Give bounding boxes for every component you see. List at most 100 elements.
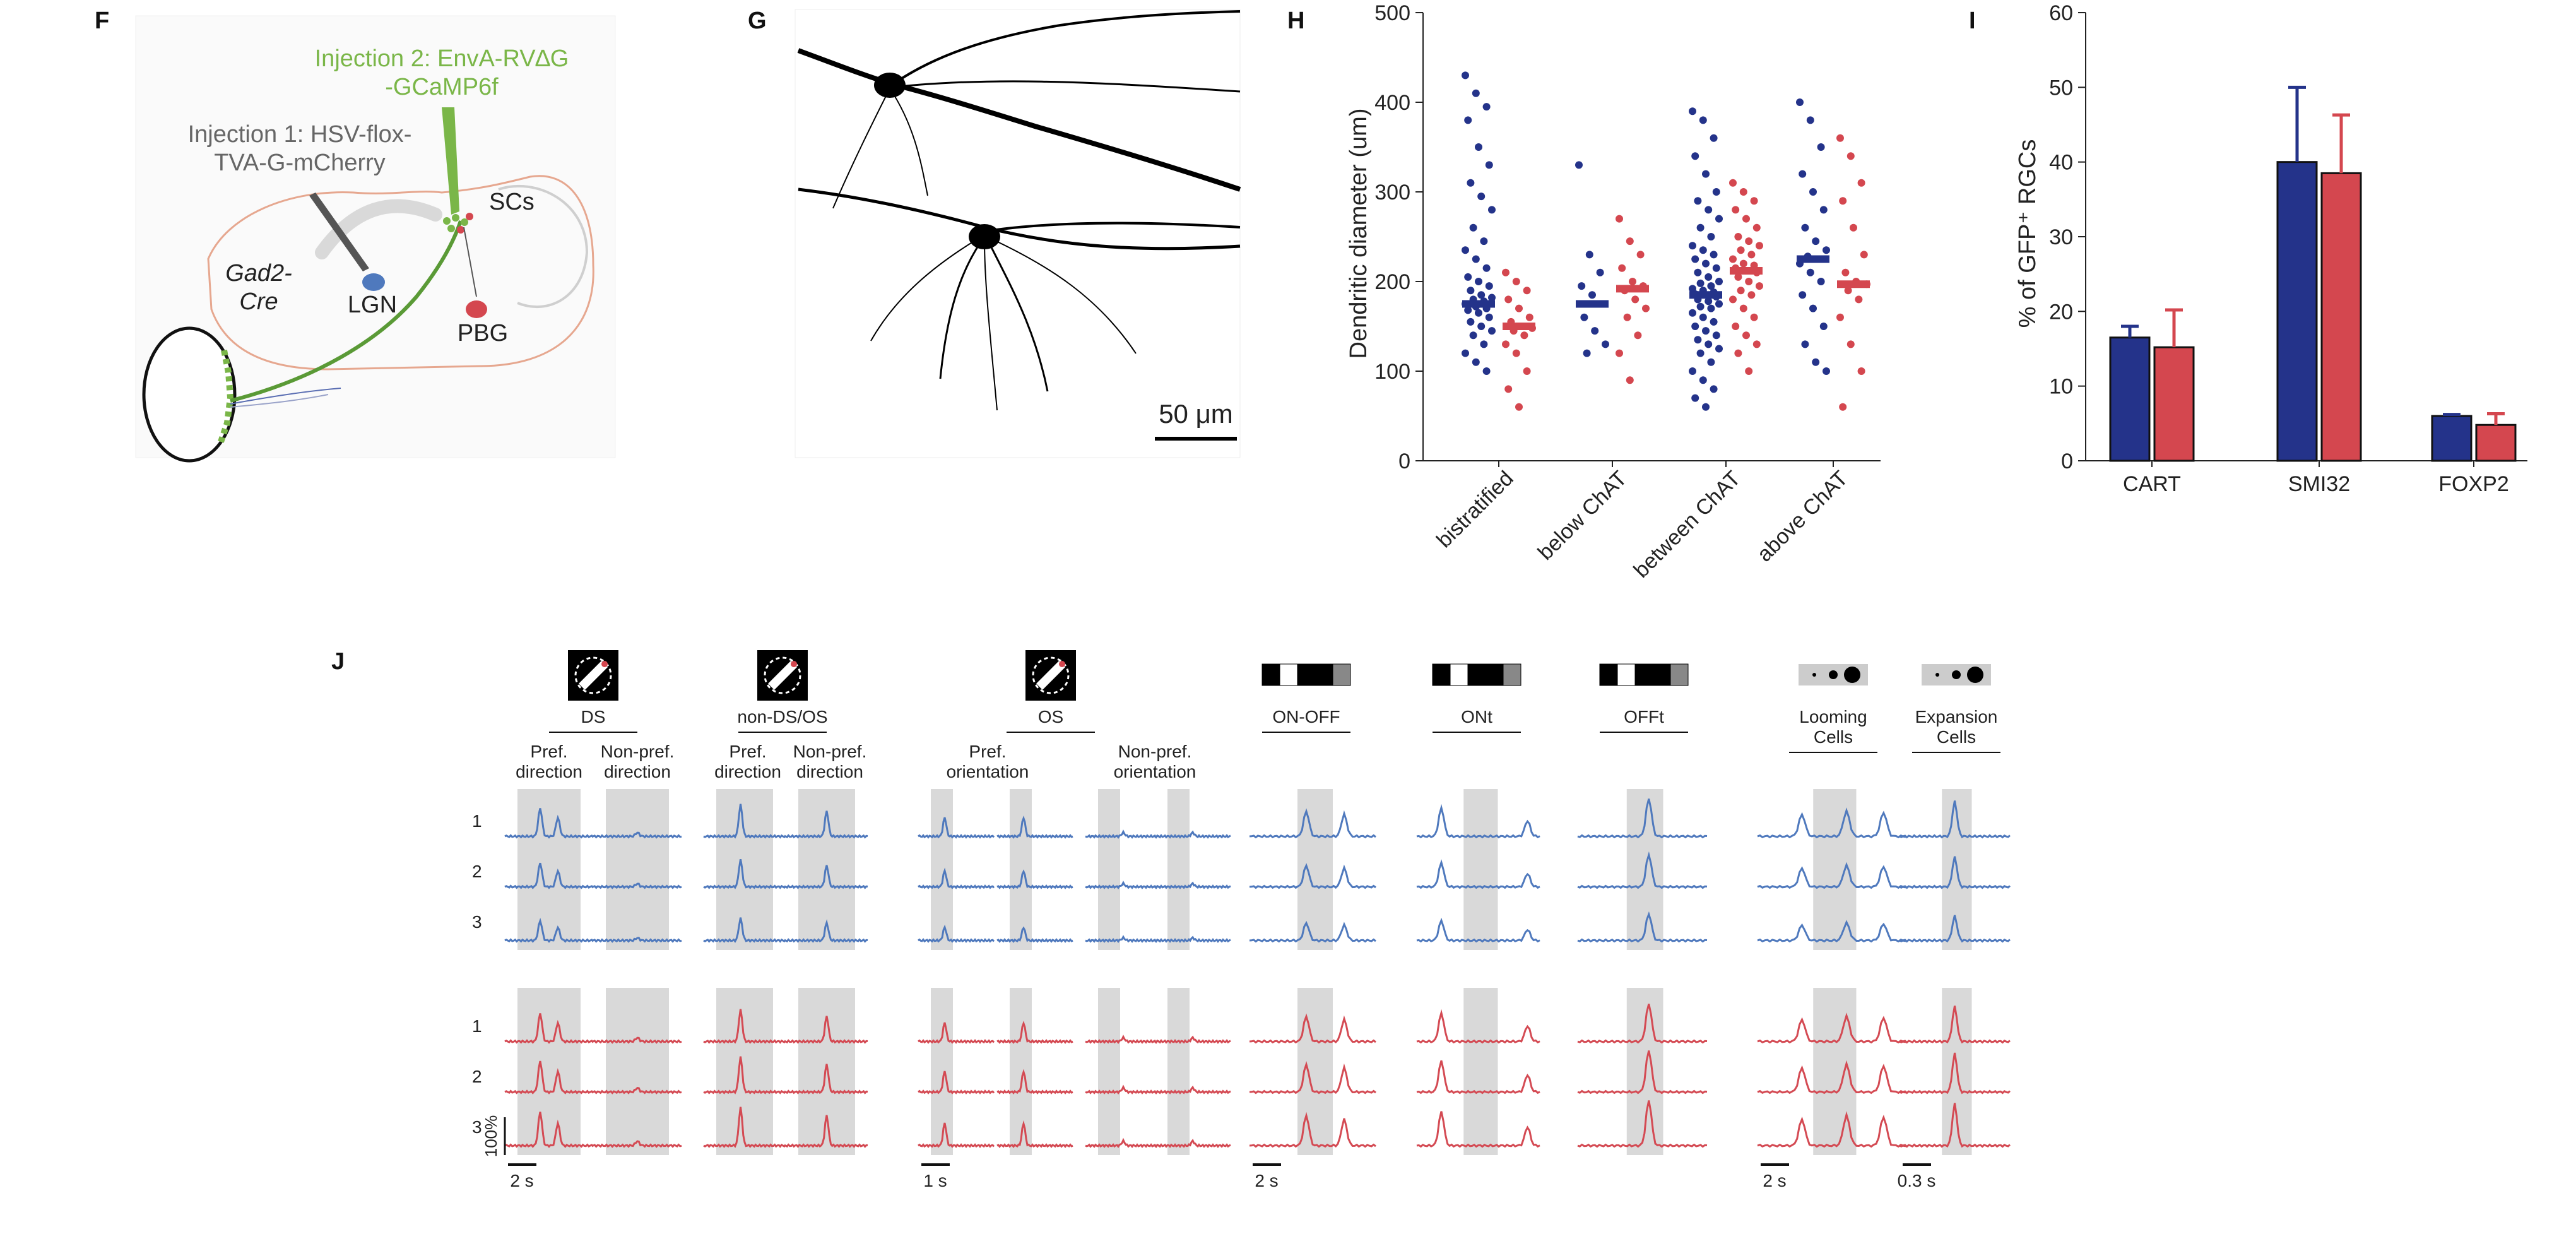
h-y-tick-label: 100	[1374, 360, 1410, 384]
j-row-top-3: 3	[472, 912, 482, 932]
h-point	[1739, 259, 1747, 268]
h-point	[1578, 282, 1586, 290]
i-y-tick-label: 10	[2049, 375, 2073, 399]
j-sub-label: direction	[714, 762, 781, 781]
trace-red	[1249, 1112, 1376, 1148]
stimulus-band	[1297, 789, 1333, 950]
stimulus-band	[1167, 789, 1190, 950]
stimulus-band	[1010, 789, 1032, 950]
j-sub-label: Non-pref.	[1118, 742, 1192, 761]
h-point	[1485, 282, 1493, 290]
trace-blue	[1757, 807, 1906, 839]
trace-red	[703, 1009, 787, 1044]
h-point	[1846, 340, 1855, 348]
h-point	[1712, 188, 1720, 196]
h-data-points	[1462, 71, 1870, 411]
injection-1-needle	[309, 193, 369, 271]
stimulus-band	[1098, 988, 1120, 1155]
h-point	[1742, 215, 1750, 223]
j-sub-label: Non-pref.	[601, 742, 675, 761]
h-point	[1734, 233, 1742, 240]
h-y-tick-label: 400	[1374, 91, 1410, 115]
trace-blue	[1154, 881, 1231, 889]
h-y-tick-label: 500	[1374, 1, 1410, 25]
h-point	[1745, 237, 1753, 246]
h-point	[1616, 349, 1623, 357]
h-point	[1734, 349, 1742, 357]
j-time-scale-label: 2 s	[510, 1171, 533, 1190]
h-y-tick-label: 200	[1374, 270, 1410, 294]
j-group-title: ONt	[1461, 707, 1492, 727]
h-point	[1702, 259, 1710, 268]
stimulus-band	[931, 789, 953, 950]
h-point	[1707, 358, 1715, 366]
injection-2-needle	[442, 107, 459, 215]
trace-blue	[1757, 862, 1906, 889]
flash-stimulus-icon-segment	[1485, 663, 1504, 686]
trace-blue	[1249, 863, 1376, 889]
j-sub-label: Pref.	[729, 742, 766, 761]
h-point	[1515, 304, 1523, 312]
h-point	[1504, 385, 1513, 393]
h-point	[1715, 300, 1723, 308]
retina-cells	[218, 350, 234, 443]
h-point	[1836, 313, 1844, 321]
trace-red	[1577, 1100, 1708, 1148]
h-point	[1689, 107, 1696, 116]
trace-blue	[785, 865, 868, 889]
i-bar	[2320, 172, 2362, 462]
stimulus-band	[716, 789, 773, 950]
stimulus-icon-marker	[791, 661, 797, 667]
flash-stimulus-icon-segment	[1599, 663, 1618, 686]
trace-blue	[785, 810, 868, 839]
trace-red	[996, 1069, 1073, 1095]
h-point	[1696, 279, 1705, 287]
trace-blue	[1416, 804, 1540, 839]
j-sub-label: direction	[604, 762, 671, 781]
h-point	[1823, 367, 1830, 375]
j-group-title: Expansion	[1915, 707, 1998, 727]
trace-blue	[918, 924, 995, 943]
trace-red	[1416, 1009, 1540, 1044]
j-group-title: OFFt	[1624, 707, 1664, 727]
h-point	[1691, 323, 1699, 330]
trace-red	[1416, 1111, 1540, 1148]
h-point	[1712, 264, 1720, 272]
h-x-tick-label: below ChAT	[1533, 466, 1632, 565]
flash-stimulus-icon-segment	[1467, 663, 1486, 686]
trace-blue	[1154, 830, 1231, 839]
injection-1-label-2: TVA-G-mCherry	[214, 150, 386, 176]
h-point	[1464, 116, 1472, 124]
j-time-scale-label: 2 s	[1763, 1171, 1786, 1190]
flash-stimulus-icon-segment	[1503, 663, 1521, 686]
h-point	[1799, 170, 1807, 178]
j-row-top-1: 1	[472, 811, 482, 831]
h-point	[1631, 295, 1640, 304]
trace-red	[504, 1013, 594, 1044]
h-point	[1636, 251, 1645, 259]
h-point	[1588, 291, 1596, 299]
looming-dot-small	[1812, 673, 1816, 677]
panel-h: H Dendritic diameter (um) 0 100 200 300 400 5…	[1287, 1, 1881, 583]
trace-red	[1154, 1035, 1231, 1044]
stimulus-band	[1167, 988, 1190, 1155]
i-x-tick-labels: CART SMI32 FOXP2	[2123, 461, 2509, 496]
j-sub-label: orientation	[1114, 762, 1196, 781]
i-bar	[2276, 161, 2318, 462]
h-point	[1512, 349, 1520, 357]
j-sub-label: Pref.	[530, 742, 567, 761]
trace-blue	[1085, 935, 1162, 943]
panel-letter-h: H	[1287, 8, 1304, 34]
h-point	[1602, 340, 1609, 348]
panel-letter-g: G	[748, 8, 767, 34]
trace-red	[996, 1020, 1073, 1044]
panel-i: I % of GFP⁺ RGCs 0 10 20 30 40 50 60 CART SMI32…	[1969, 1, 2527, 496]
stimulus-band	[1463, 988, 1498, 1155]
h-point	[1801, 340, 1809, 348]
j-group-title: Looming	[1799, 707, 1867, 727]
trace-blue	[703, 804, 787, 839]
h-point	[1472, 255, 1480, 263]
trace-blue	[593, 937, 682, 943]
